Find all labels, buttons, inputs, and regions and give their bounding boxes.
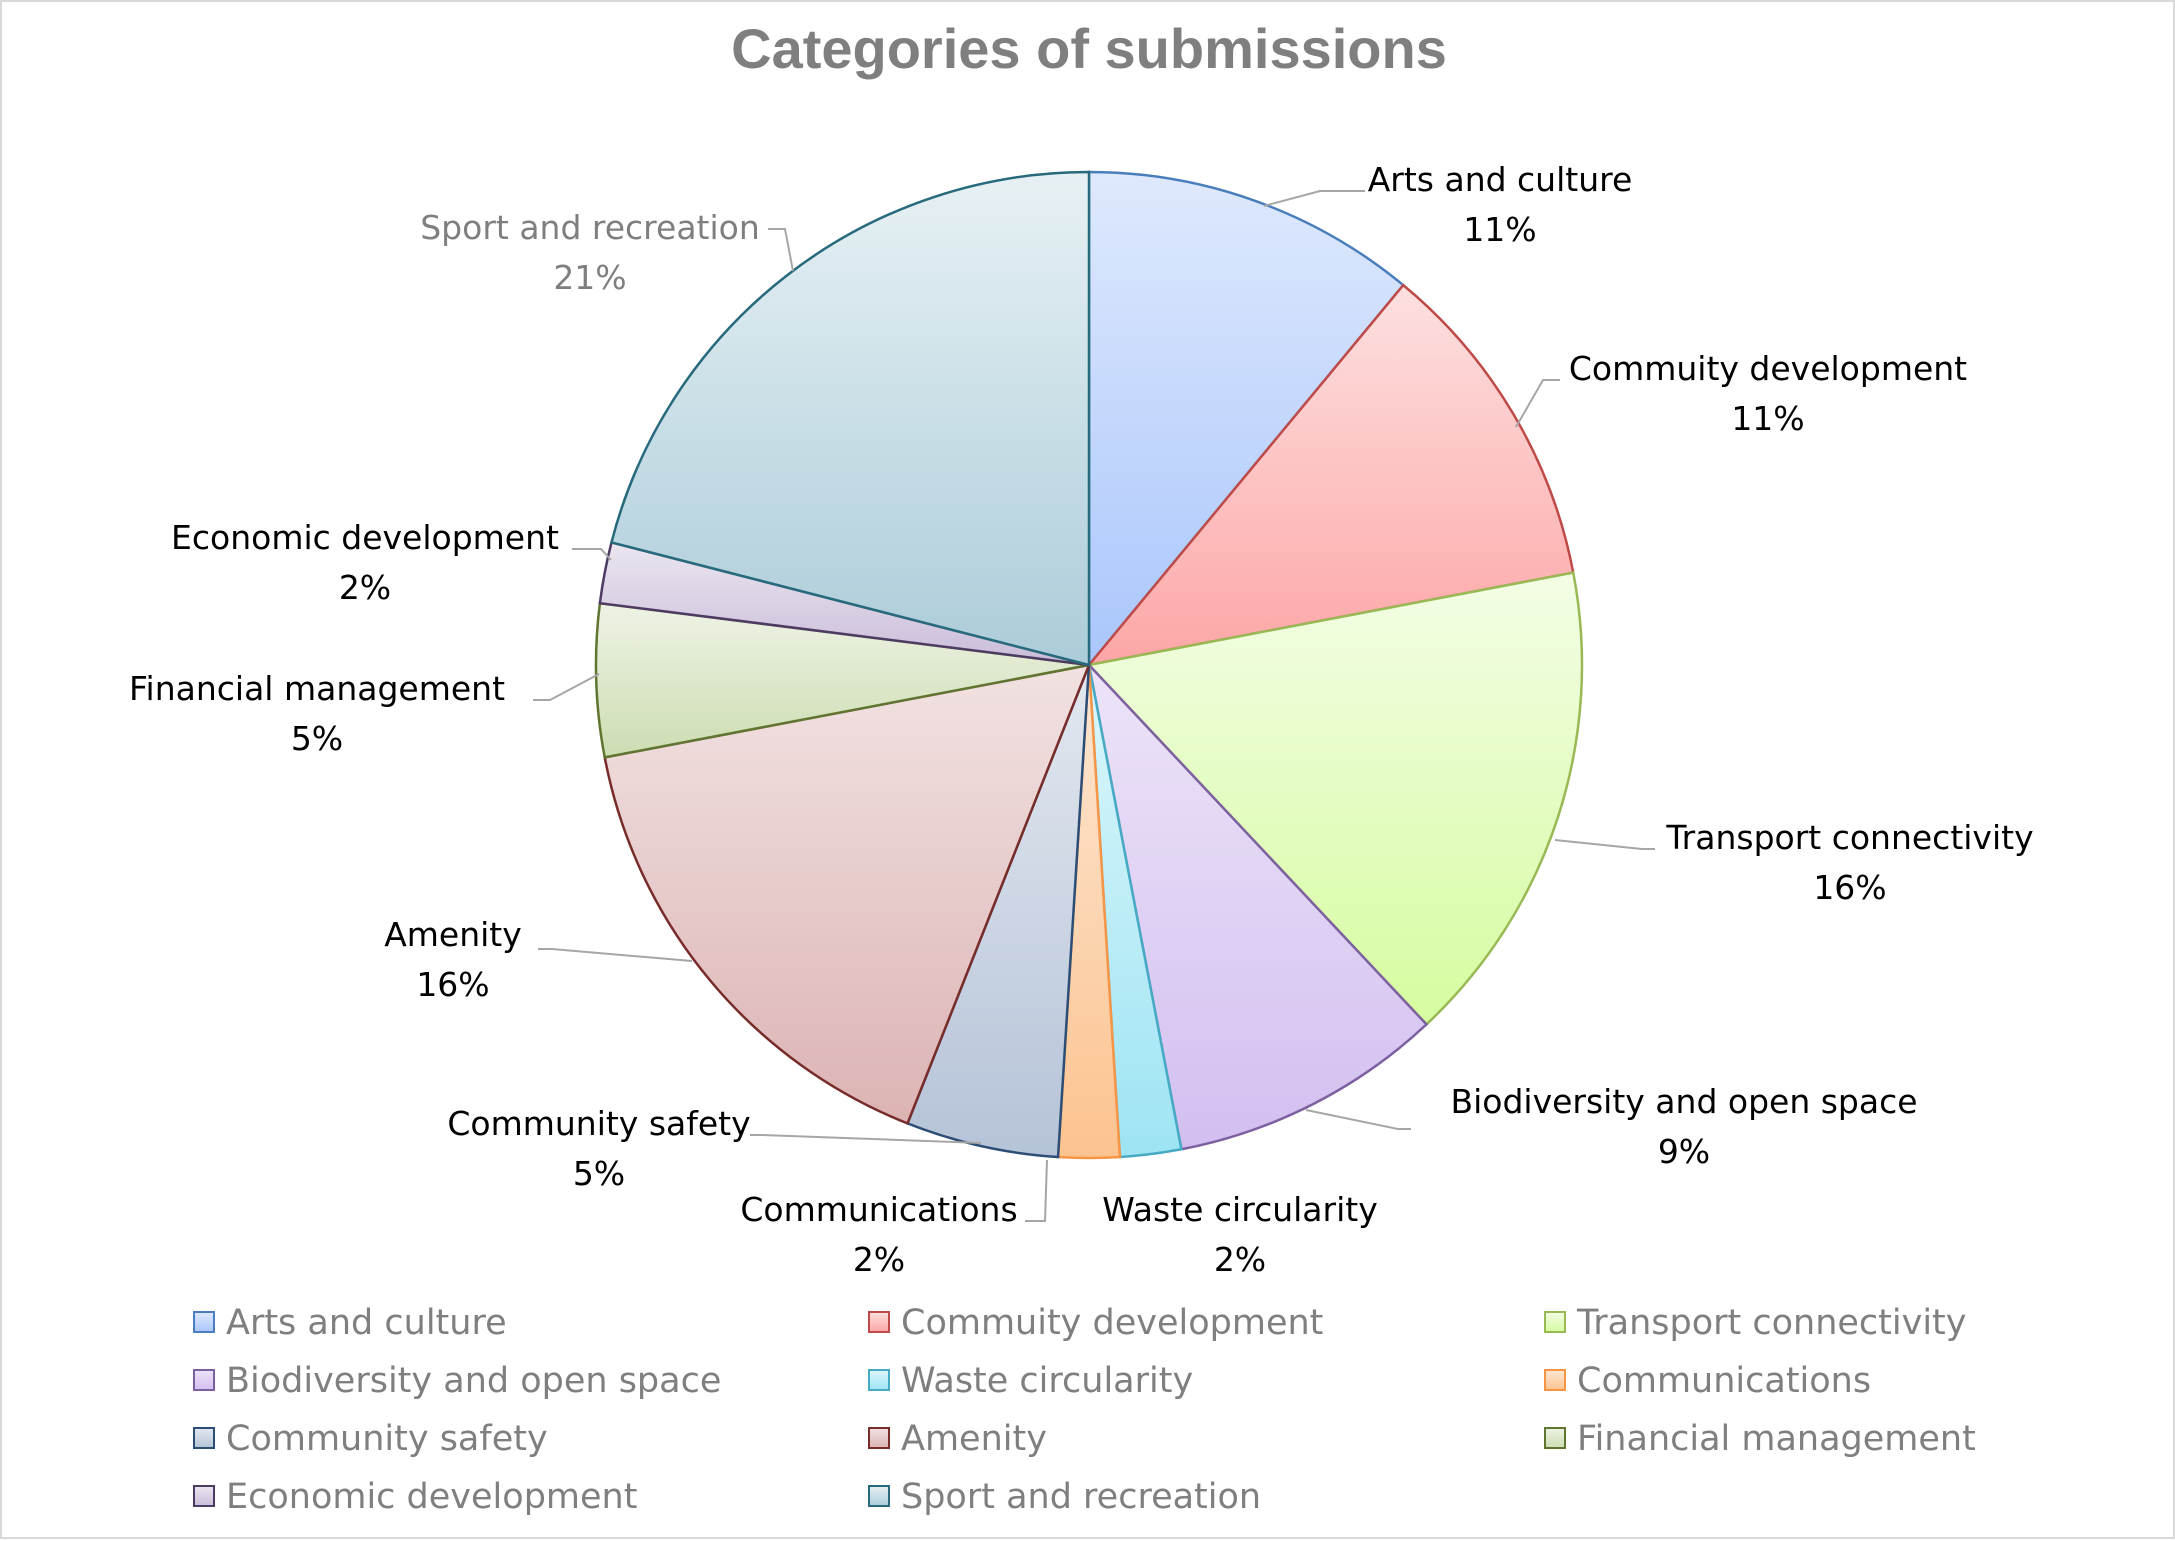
leader-line-amenity xyxy=(538,948,693,962)
data-label-value-economic-development: 2% xyxy=(339,568,391,607)
leader-line-biodiversity-and-open-space xyxy=(1305,1109,1411,1130)
chart-title: Categories of submissions xyxy=(731,17,1447,80)
legend-item-transport-connectivity: Transport connectivity xyxy=(1544,1303,1966,1343)
legend-swatch xyxy=(193,1369,215,1391)
legend-swatch xyxy=(868,1369,890,1391)
leader-line-commuity-development xyxy=(1515,379,1560,428)
data-label-value-waste-circularity: 2% xyxy=(1214,1240,1266,1279)
legend-label: Transport connectivity xyxy=(1576,1303,1966,1343)
slice-biodiversity-and-open-space xyxy=(1086,661,1429,1151)
slice-transport-connectivity xyxy=(1086,571,1584,1027)
leader-line-financial-management xyxy=(533,673,600,701)
leader-line-arts-and-culture xyxy=(1263,190,1365,207)
data-label-name-community-safety: Community safety xyxy=(447,1104,750,1143)
slice-amenity xyxy=(603,663,1091,1126)
data-label-name-arts-and-culture: Arts and culture xyxy=(1368,160,1633,199)
data-label-name-sport-and-recreation: Sport and recreation xyxy=(420,208,760,247)
legend-label: Communications xyxy=(1577,1361,1871,1401)
legend-label: Economic development xyxy=(226,1477,637,1517)
leader-line-transport-connectivity xyxy=(1554,839,1655,850)
data-label-name-amenity: Amenity xyxy=(384,915,522,954)
leader-lines xyxy=(533,190,1655,1222)
data-label-value-communications: 2% xyxy=(853,1240,905,1279)
legend-item-financial-management: Financial management xyxy=(1544,1419,1976,1459)
legend-swatch xyxy=(1544,1311,1566,1333)
data-label-value-biodiversity-and-open-space: 9% xyxy=(1658,1132,1710,1171)
legend-label: Waste circularity xyxy=(901,1361,1193,1401)
data-label-value-sport-and-recreation: 21% xyxy=(553,258,626,297)
legend-swatch xyxy=(868,1427,890,1449)
data-label-value-community-safety: 5% xyxy=(573,1154,625,1193)
legend-label: Amenity xyxy=(901,1419,1047,1459)
slice-sport-and-recreation xyxy=(609,170,1091,667)
legend-item-commuity-development: Commuity development xyxy=(868,1303,1323,1343)
legend-label: Sport and recreation xyxy=(901,1477,1261,1517)
data-label-name-biodiversity-and-open-space: Biodiversity and open space xyxy=(1450,1082,1917,1121)
legend-label: Community safety xyxy=(226,1419,548,1459)
legend-item-economic-development: Economic development xyxy=(193,1477,637,1517)
legend-item-arts-and-culture: Arts and culture xyxy=(193,1303,507,1343)
leader-line-communications xyxy=(1025,1159,1048,1222)
slice-arts-and-culture xyxy=(1087,170,1406,669)
data-label-name-transport-connectivity: Transport connectivity xyxy=(1665,818,2033,857)
data-label-value-commuity-development: 11% xyxy=(1731,399,1804,438)
slice-community-safety xyxy=(905,664,1091,1159)
legend-label: Biodiversity and open space xyxy=(226,1361,721,1401)
data-label-name-commuity-development: Commuity development xyxy=(1569,349,1967,388)
legend-swatch xyxy=(1544,1427,1566,1449)
data-label-value-transport-connectivity: 16% xyxy=(1813,868,1886,907)
legend-label: Arts and culture xyxy=(226,1303,507,1343)
data-label-name-waste-circularity: Waste circularity xyxy=(1102,1190,1377,1229)
slice-commuity-development xyxy=(1085,283,1575,667)
legend-item-communications: Communications xyxy=(1544,1361,1871,1401)
legend-item-biodiversity-and-open-space: Biodiversity and open space xyxy=(193,1361,721,1401)
data-label-value-financial-management: 5% xyxy=(291,719,343,758)
slice-financial-management xyxy=(594,601,1090,759)
data-label-value-arts-and-culture: 11% xyxy=(1463,210,1536,249)
legend-label: Commuity development xyxy=(901,1303,1323,1343)
data-label-name-financial-management: Financial management xyxy=(129,669,505,708)
legend-item-amenity: Amenity xyxy=(868,1419,1047,1459)
legend-swatch xyxy=(193,1311,215,1333)
legend-swatch xyxy=(193,1427,215,1449)
data-labels: Arts and culture 11% Commuity development 1… xyxy=(129,160,2034,1279)
leader-line-sport-and-recreation xyxy=(768,228,794,272)
leader-line-community-safety xyxy=(750,1134,982,1144)
legend-label: Financial management xyxy=(1577,1419,1976,1459)
leader-line-economic-development xyxy=(572,548,612,561)
data-label-value-amenity: 16% xyxy=(416,965,489,1004)
legend-swatch xyxy=(868,1485,890,1507)
legend-swatch xyxy=(193,1485,215,1507)
legend-item-community-safety: Community safety xyxy=(193,1419,548,1459)
legend-swatch xyxy=(1544,1369,1566,1391)
legend-item-sport-and-recreation: Sport and recreation xyxy=(868,1477,1261,1517)
legend-swatch xyxy=(868,1311,890,1333)
pie-slices xyxy=(594,170,1584,1160)
data-label-name-economic-development: Economic development xyxy=(171,518,559,557)
legend: Arts and culture Commuity development Tran… xyxy=(193,1303,1976,1517)
data-label-name-communications: Communications xyxy=(740,1190,1017,1229)
legend-item-waste-circularity: Waste circularity xyxy=(868,1361,1193,1401)
